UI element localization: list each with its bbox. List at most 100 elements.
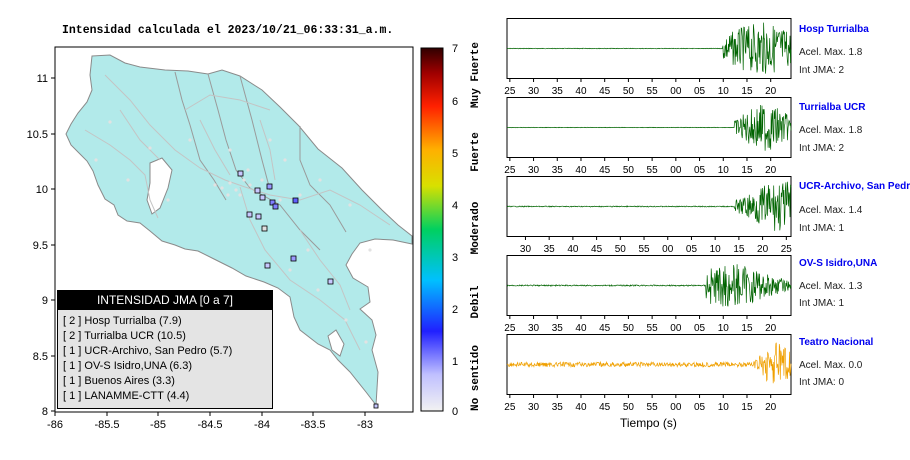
- time-tick-label: 30: [528, 165, 540, 176]
- time-tick-label: 45: [599, 402, 611, 413]
- legend-item: [ 1 ] Buenos Aires (3.3): [63, 375, 175, 387]
- station-intensity: Int JMA: 1: [799, 298, 845, 309]
- time-tick-label: 00: [670, 402, 682, 413]
- time-tick-label: 20: [765, 86, 777, 97]
- waveform-trace: [506, 104, 792, 151]
- colorbar-label: Debil: [470, 285, 482, 318]
- y-tick-label: 10.5: [27, 129, 48, 141]
- legend-title: INTENSIDAD JMA [0 a 7]: [58, 291, 272, 310]
- waveform-panel: 30 35 40 45 50 55 00 05 10 15 20 25: [506, 176, 793, 255]
- station-intensity: Int JMA: 0: [799, 377, 845, 388]
- x-tick-label: -85.5: [94, 419, 119, 431]
- time-tick-label: 10: [718, 402, 730, 413]
- time-tick-label: 30: [528, 402, 540, 413]
- time-tick-label: 00: [670, 86, 682, 97]
- time-axis-label: Tiempo (s): [620, 416, 677, 430]
- time-tick-label: 15: [741, 402, 753, 413]
- station-intensity: Int JMA: 1: [799, 223, 845, 234]
- time-tick-label: 10: [710, 244, 722, 255]
- y-tick-label: 8.5: [33, 351, 48, 363]
- time-tick-label: 55: [647, 402, 659, 413]
- station-name: Hosp Turrialba: [799, 24, 869, 35]
- time-tick-label: 50: [623, 402, 635, 413]
- legend-item: [ 2 ] Turrialba UCR (10.5): [63, 330, 186, 342]
- time-tick-label: 20: [757, 244, 769, 255]
- station-dots: [94, 120, 372, 344]
- time-tick-label: 35: [552, 165, 564, 176]
- time-tick-label: 05: [686, 244, 698, 255]
- time-tick-label: 00: [662, 244, 674, 255]
- station-acceleration: Acel. Max. 0.0: [799, 360, 863, 371]
- x-tick-label: -86: [47, 419, 63, 431]
- waveform-panel: 25 30 35 40 45 50 55 00 05 10 15 20: [504, 18, 792, 97]
- time-tick-label: 05: [694, 165, 706, 176]
- colorbar-tick: 0: [452, 406, 458, 418]
- legend-item: [ 1 ] UCR-Archivo, San Pedro (5.7): [63, 345, 233, 357]
- colorbar-label: No sentido: [470, 345, 482, 411]
- waveform-trace: [507, 22, 792, 74]
- time-tick-label: 00: [670, 165, 682, 176]
- time-tick-label: 15: [733, 244, 745, 255]
- intensity-markers: [237, 170, 379, 409]
- time-tick-label: 25: [504, 86, 516, 97]
- y-tick-label: 9: [42, 295, 48, 307]
- time-tick-label: 40: [567, 244, 579, 255]
- time-tick-label: 50: [623, 323, 635, 334]
- time-tick-label: 55: [638, 244, 650, 255]
- time-tick-label: 05: [694, 86, 706, 97]
- time-tick-label: 10: [718, 165, 730, 176]
- waveform-trace: [506, 342, 792, 384]
- map-axis-ticks: [51, 77, 366, 416]
- colorbar-tick: 7: [452, 43, 458, 55]
- legend-item: [ 1 ] LANAMME-CTT (4.4): [63, 390, 190, 402]
- time-tick-label: 00: [670, 323, 682, 334]
- colorbar-tick: 3: [452, 252, 458, 264]
- colorbar-tick: 5: [452, 148, 458, 160]
- legend-item: [ 1 ] OV-S Isidro,UNA (6.3): [63, 360, 192, 372]
- time-tick-label: 35: [552, 402, 564, 413]
- station-intensity: Int JMA: 2: [799, 65, 845, 76]
- time-tick-label: 35: [544, 244, 556, 255]
- time-tick-label: 35: [552, 86, 564, 97]
- station-name: OV-S Isidro,UNA: [799, 258, 878, 269]
- station-intensity: Int JMA: 2: [799, 143, 845, 154]
- colorbar-label: Moderado: [470, 201, 482, 254]
- y-tick-label: 9.5: [33, 240, 48, 252]
- x-tick-label: -85: [150, 419, 166, 431]
- time-tick-label: 55: [647, 86, 659, 97]
- land-costa-rica: [65, 54, 413, 407]
- colorbar-label: Fuerte: [470, 132, 482, 172]
- time-tick-label: 25: [781, 244, 793, 255]
- station-name: UCR-Archivo, San Pedro: [799, 181, 910, 192]
- time-tick-label: 50: [615, 244, 627, 255]
- waveform-panel: 25 30 35 40 45 50 55 00 05 10 15 20: [504, 255, 792, 334]
- time-tick-label: 30: [528, 86, 540, 97]
- time-tick-label: 45: [599, 323, 611, 334]
- station-name: Teatro Nacional: [799, 337, 874, 348]
- waveform-panel: 25 30 35 40 45 50 55 00 05 10 15 20: [504, 97, 792, 176]
- intensity-legend: INTENSIDAD JMA [0 a 7] [ 2 ] Hosp Turria…: [57, 290, 273, 409]
- station-acceleration: Acel. Max. 1.4: [799, 205, 863, 216]
- time-tick-label: 30: [520, 244, 532, 255]
- waveform-trace: [506, 181, 792, 231]
- time-tick-label: 10: [718, 323, 730, 334]
- colorbar-tick: 1: [452, 356, 458, 368]
- x-tick-label: -83: [357, 419, 373, 431]
- intensity-map: 11 10.5 10 9.5 9 8.5 8 -86 -85.5 -85 -84…: [27, 42, 482, 431]
- colorbar-tick: 6: [452, 96, 458, 108]
- gulf-dulce: [327, 329, 345, 357]
- road-network: [84, 74, 391, 351]
- time-tick-label: 25: [504, 323, 516, 334]
- station-acceleration: Acel. Max. 1.3: [799, 281, 863, 292]
- colorbar-tick: 2: [452, 304, 458, 316]
- station-acceleration: Acel. Max. 1.8: [799, 125, 863, 136]
- time-tick-label: 30: [528, 323, 540, 334]
- time-tick-label: 40: [575, 165, 587, 176]
- time-tick-label: 40: [575, 323, 587, 334]
- time-tick-label: 50: [623, 165, 635, 176]
- time-tick-label: 15: [741, 165, 753, 176]
- waveform-panel: 25 30 35 40 45 50 55 00 05 10 15 20: [504, 334, 792, 413]
- colorbar: [420, 47, 444, 412]
- time-tick-label: 40: [575, 402, 587, 413]
- map-title: Intensidad calculada el 2023/10/21_06:33…: [62, 24, 394, 37]
